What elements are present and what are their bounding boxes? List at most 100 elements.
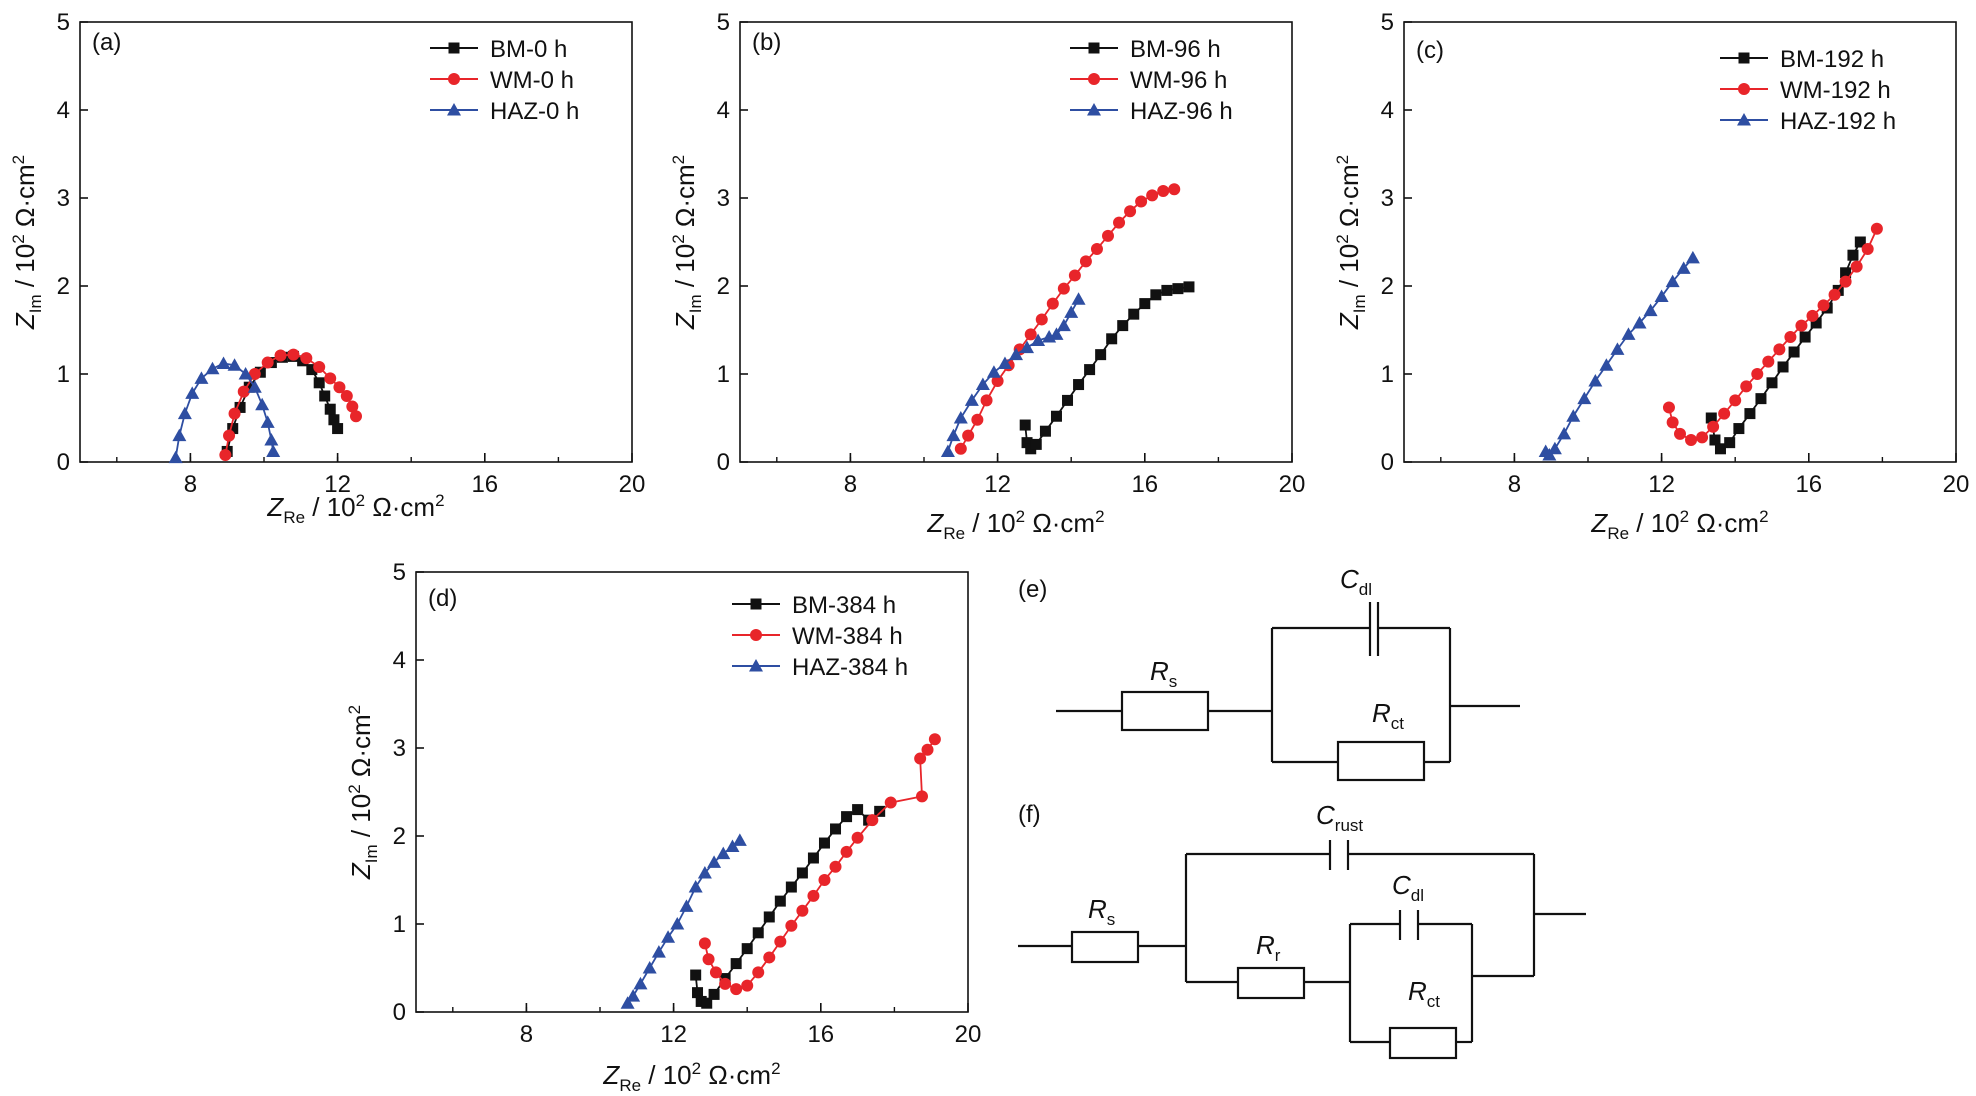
data-point bbox=[219, 448, 232, 461]
data-point bbox=[690, 969, 702, 981]
data-point bbox=[741, 943, 753, 955]
x-tick-label: 8 bbox=[184, 471, 197, 498]
data-point bbox=[1707, 420, 1720, 433]
data-point bbox=[248, 368, 261, 380]
data-point bbox=[702, 953, 715, 966]
data-point bbox=[946, 428, 961, 442]
data-point bbox=[1751, 368, 1764, 380]
data-point bbox=[1766, 377, 1778, 389]
data-point bbox=[1117, 320, 1129, 332]
data-point bbox=[1071, 292, 1086, 305]
data-point bbox=[185, 386, 200, 399]
y-tick-labels: 0 1 2 3 4 5 bbox=[57, 9, 70, 476]
data-point bbox=[1031, 333, 1046, 347]
panel-label: (e) bbox=[1018, 576, 1047, 603]
data-point bbox=[1106, 333, 1118, 345]
data-point bbox=[1064, 305, 1079, 318]
data-point bbox=[818, 874, 831, 886]
data-point bbox=[1665, 274, 1680, 288]
data-point bbox=[716, 846, 731, 860]
data-point bbox=[1102, 229, 1114, 242]
data-point bbox=[332, 423, 344, 435]
legend-marker bbox=[749, 659, 763, 672]
data-point bbox=[1113, 216, 1126, 229]
data-marks bbox=[168, 348, 362, 464]
data-point bbox=[1709, 434, 1721, 446]
data-point bbox=[243, 381, 255, 393]
x-tick-label: 20 bbox=[1279, 471, 1306, 498]
data-point bbox=[670, 917, 685, 930]
legend-marker bbox=[1088, 73, 1100, 85]
data-point bbox=[914, 752, 927, 765]
y-tick-label: 5 bbox=[393, 559, 406, 586]
data-point bbox=[1685, 434, 1698, 446]
label-rs: Rs bbox=[1150, 656, 1177, 691]
data-point bbox=[701, 997, 713, 1009]
legend-label: BM-96 h bbox=[1130, 36, 1221, 63]
x-tick-labels: 8 12 16 20 bbox=[1508, 471, 1970, 498]
data-point bbox=[971, 413, 984, 426]
axis-ticks bbox=[416, 571, 969, 1013]
data-marks bbox=[620, 733, 941, 1009]
data-point bbox=[1744, 408, 1756, 420]
legend-marker bbox=[750, 629, 762, 641]
x-tick-labels: 8 12 16 20 bbox=[184, 471, 646, 498]
legend: BM-192 h WM-192 h HAZ-192 h bbox=[1720, 46, 1896, 135]
y-tick-labels: 0 1 2 3 4 5 bbox=[393, 559, 406, 1026]
plot-frame bbox=[79, 21, 633, 463]
data-point bbox=[1030, 438, 1042, 450]
legend: BM-96 h WM-96 h HAZ-96 h bbox=[1070, 36, 1233, 125]
data-point bbox=[1696, 431, 1709, 444]
data-point bbox=[1870, 222, 1883, 235]
data-point bbox=[168, 450, 183, 464]
legend-label: WM-384 h bbox=[792, 623, 903, 650]
data-point bbox=[763, 911, 775, 923]
x-tick-label: 20 bbox=[1943, 471, 1970, 498]
legend-label: HAZ-0 h bbox=[490, 98, 579, 125]
resistor-rct bbox=[1336, 740, 1426, 782]
data-point bbox=[1039, 425, 1051, 437]
data-point bbox=[1557, 426, 1572, 440]
plot-frame bbox=[1403, 21, 1957, 463]
data-point bbox=[1654, 289, 1669, 303]
y-tick-label: 0 bbox=[717, 449, 730, 476]
y-axis-label: ZIm / 102 Ω·cm2 bbox=[669, 155, 705, 330]
data-point bbox=[709, 966, 722, 979]
data-point bbox=[1676, 261, 1691, 274]
x-tick-label: 20 bbox=[619, 471, 646, 498]
data-point bbox=[1050, 410, 1062, 422]
resistor-rr bbox=[1236, 966, 1306, 1000]
data-point bbox=[1124, 205, 1137, 218]
y-tick-label: 1 bbox=[717, 361, 730, 388]
data-point bbox=[287, 348, 300, 361]
data-point bbox=[223, 429, 236, 442]
data-point bbox=[261, 356, 274, 369]
y-axis-label: ZIm / 102 Ω·cm2 bbox=[1333, 155, 1369, 330]
series-line bbox=[1545, 257, 1694, 457]
data-point bbox=[752, 966, 765, 979]
data-point bbox=[991, 375, 1004, 388]
data-point bbox=[725, 839, 740, 853]
legend-label: WM-192 h bbox=[1780, 77, 1891, 104]
data-point bbox=[1084, 364, 1096, 376]
x-axis-label: ZRe / 102 Ω·cm2 bbox=[926, 507, 1104, 543]
data-point bbox=[1128, 308, 1140, 320]
data-point bbox=[1777, 361, 1789, 373]
x-axis-label: ZRe / 102 Ω·cm2 bbox=[1590, 507, 1768, 543]
data-point bbox=[986, 365, 1001, 378]
data-point bbox=[1610, 342, 1625, 355]
data-point bbox=[1172, 283, 1184, 295]
data-point bbox=[1057, 282, 1070, 295]
resistor-rct bbox=[1388, 1026, 1458, 1060]
data-point bbox=[350, 410, 362, 423]
data-point bbox=[234, 401, 246, 413]
x-axis-label: ZRe / 102 Ω·cm2 bbox=[602, 1059, 780, 1095]
data-point bbox=[1599, 358, 1614, 371]
data-point bbox=[266, 444, 281, 457]
data-point bbox=[177, 406, 192, 420]
data-point bbox=[1095, 349, 1107, 361]
legend-label: WM-96 h bbox=[1130, 67, 1227, 94]
legend-marker bbox=[1738, 52, 1750, 64]
